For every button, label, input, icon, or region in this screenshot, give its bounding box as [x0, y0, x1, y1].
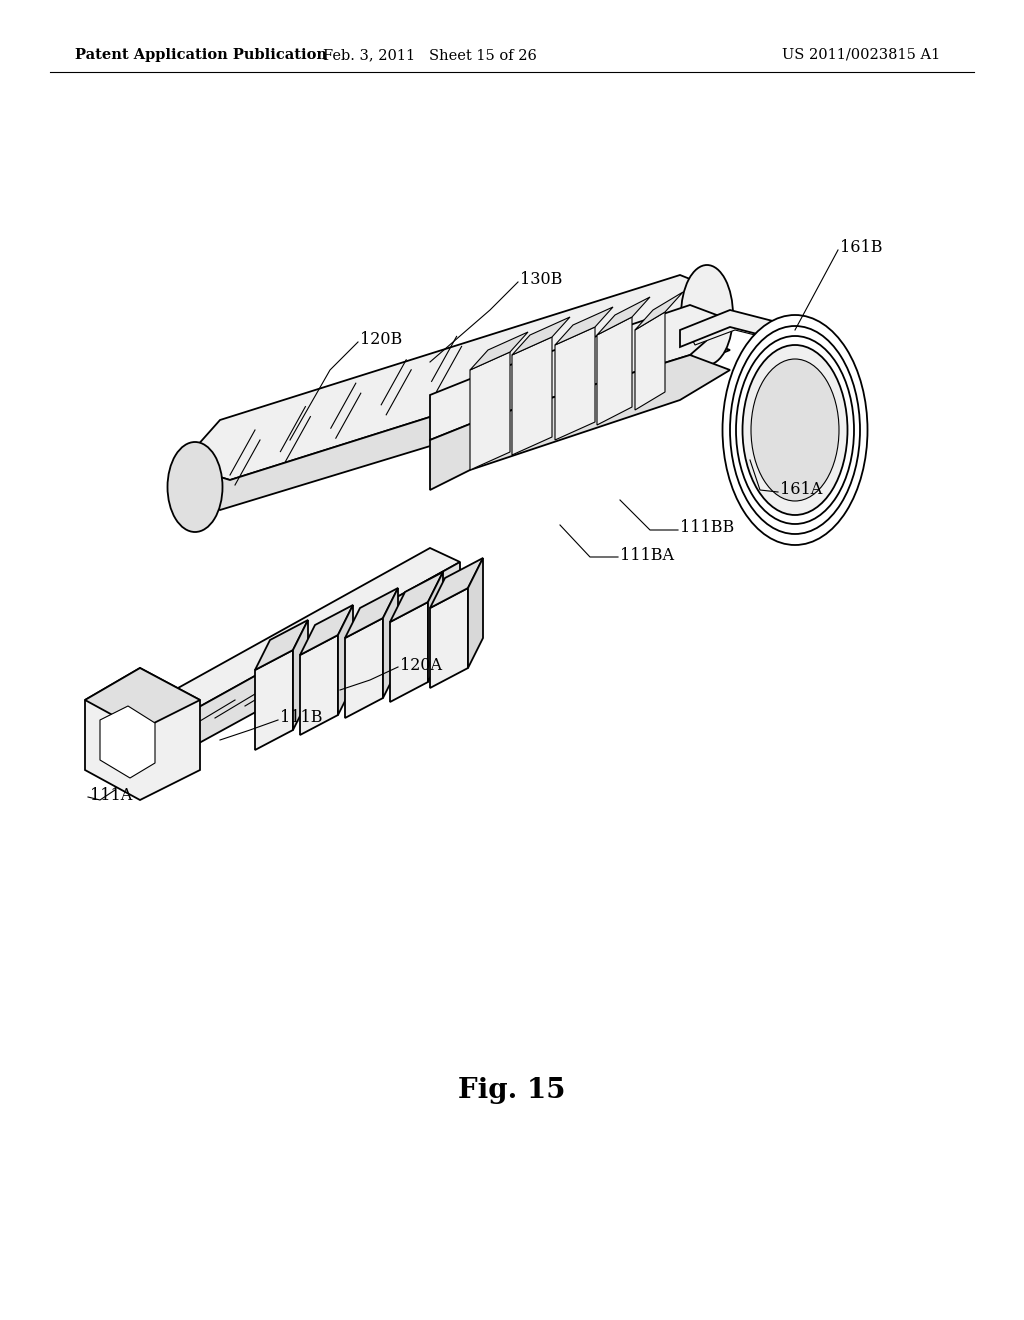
Polygon shape — [338, 605, 353, 715]
Text: 111A: 111A — [90, 787, 132, 804]
Ellipse shape — [168, 442, 222, 532]
Text: Fig. 15: Fig. 15 — [459, 1077, 565, 1104]
Ellipse shape — [736, 337, 854, 524]
Polygon shape — [680, 310, 800, 347]
Polygon shape — [555, 327, 595, 440]
Polygon shape — [428, 572, 443, 682]
Polygon shape — [470, 352, 510, 470]
Polygon shape — [190, 562, 460, 748]
Ellipse shape — [742, 345, 848, 515]
Polygon shape — [345, 618, 383, 718]
Polygon shape — [300, 635, 338, 735]
Ellipse shape — [723, 315, 867, 545]
Ellipse shape — [730, 326, 860, 535]
Ellipse shape — [751, 359, 839, 502]
Polygon shape — [430, 558, 483, 609]
Text: 111B: 111B — [280, 710, 323, 726]
Polygon shape — [345, 587, 398, 638]
Polygon shape — [635, 312, 665, 411]
Polygon shape — [597, 297, 650, 335]
Text: 161B: 161B — [840, 239, 883, 256]
Polygon shape — [180, 335, 730, 510]
Polygon shape — [430, 305, 730, 440]
Text: Patent Application Publication: Patent Application Publication — [75, 48, 327, 62]
Polygon shape — [468, 558, 483, 668]
Text: 130B: 130B — [520, 272, 562, 289]
Text: Feb. 3, 2011   Sheet 15 of 26: Feb. 3, 2011 Sheet 15 of 26 — [323, 48, 537, 62]
Text: US 2011/0023815 A1: US 2011/0023815 A1 — [781, 48, 940, 62]
Polygon shape — [255, 620, 308, 671]
Text: 111BB: 111BB — [680, 520, 734, 536]
Polygon shape — [430, 355, 730, 490]
Polygon shape — [430, 587, 468, 688]
Text: 161A: 161A — [780, 482, 822, 499]
Polygon shape — [390, 572, 443, 622]
Polygon shape — [100, 706, 155, 777]
Polygon shape — [470, 333, 528, 370]
Text: 111BA: 111BA — [620, 546, 674, 564]
Polygon shape — [390, 602, 428, 702]
Ellipse shape — [681, 265, 733, 366]
Text: 120A: 120A — [400, 656, 442, 673]
Polygon shape — [512, 317, 570, 355]
Polygon shape — [635, 292, 683, 330]
Polygon shape — [160, 548, 460, 711]
Polygon shape — [180, 275, 730, 480]
Polygon shape — [255, 649, 293, 750]
Polygon shape — [85, 668, 200, 800]
Polygon shape — [597, 317, 632, 425]
Polygon shape — [555, 308, 613, 345]
Polygon shape — [512, 337, 552, 455]
Polygon shape — [293, 620, 308, 730]
Polygon shape — [300, 605, 353, 655]
Polygon shape — [85, 668, 200, 730]
Text: 120B: 120B — [360, 331, 402, 348]
Polygon shape — [690, 319, 795, 345]
Polygon shape — [383, 587, 398, 698]
